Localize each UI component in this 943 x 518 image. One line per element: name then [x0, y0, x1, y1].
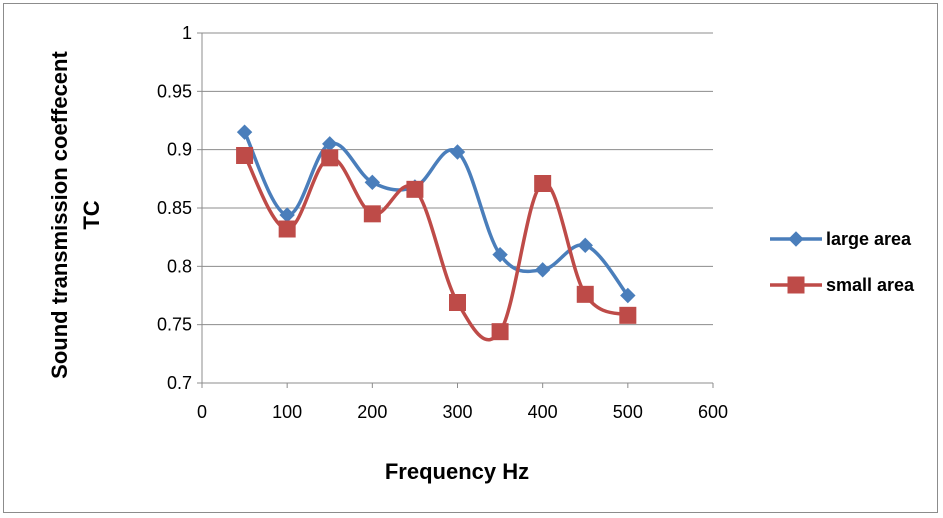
x-tick-label: 200: [357, 402, 387, 422]
x-tick-label: 100: [272, 402, 302, 422]
data-point: [236, 124, 253, 140]
data-point: [278, 220, 296, 238]
data-point: [619, 306, 637, 324]
chart-frame: [3, 3, 938, 513]
data-point: [363, 205, 381, 223]
x-axis-title: Frequency Hz: [385, 459, 529, 484]
x-tick-label: 300: [442, 402, 472, 422]
legend-marker: [788, 231, 804, 247]
data-point: [534, 262, 551, 278]
y-axis-title-line1: Sound transmission coeffecent: [47, 51, 72, 379]
series-small-area: [236, 147, 637, 342]
x-tick-labels: 0 100 200 300 400 500 600: [197, 402, 728, 422]
data-point: [449, 294, 466, 311]
legend-marker: [787, 276, 805, 294]
data-point: [576, 285, 594, 303]
y-tick-label: 0.8: [167, 256, 192, 276]
data-point: [492, 246, 508, 263]
series-line: [243, 131, 630, 297]
y-tick-label: 1: [182, 23, 192, 43]
y-tick-label: 0.95: [157, 81, 192, 101]
x-tick-label: 0: [197, 402, 207, 422]
data-point: [491, 323, 509, 341]
series-large-area: [236, 124, 636, 304]
gridlines: [202, 32, 713, 326]
legend: large area small area: [770, 229, 915, 295]
y-tick-label: 0.75: [157, 315, 192, 335]
data-point: [620, 287, 636, 304]
axes: [197, 32, 714, 388]
data-point: [321, 149, 339, 167]
legend-label: small area: [826, 275, 915, 295]
series-line: [243, 154, 629, 342]
data-point: [236, 147, 254, 164]
y-tick-labels: 0.7 0.75 0.8 0.85 0.9 0.95 1: [157, 23, 192, 393]
data-point: [364, 174, 381, 191]
x-tick-label: 400: [528, 402, 558, 422]
x-tick-label: 500: [613, 402, 643, 422]
y-tick-label: 0.9: [167, 140, 192, 160]
data-point: [577, 237, 593, 254]
y-tick-label: 0.7: [167, 373, 192, 393]
y-axis-title-line2: TC: [79, 200, 104, 229]
x-tick-label: 600: [698, 402, 728, 422]
data-point: [406, 180, 424, 198]
legend-label: large area: [826, 229, 912, 249]
series-group: [236, 124, 637, 342]
data-point: [449, 144, 466, 160]
data-point: [534, 175, 552, 192]
y-tick-label: 0.85: [157, 198, 192, 218]
